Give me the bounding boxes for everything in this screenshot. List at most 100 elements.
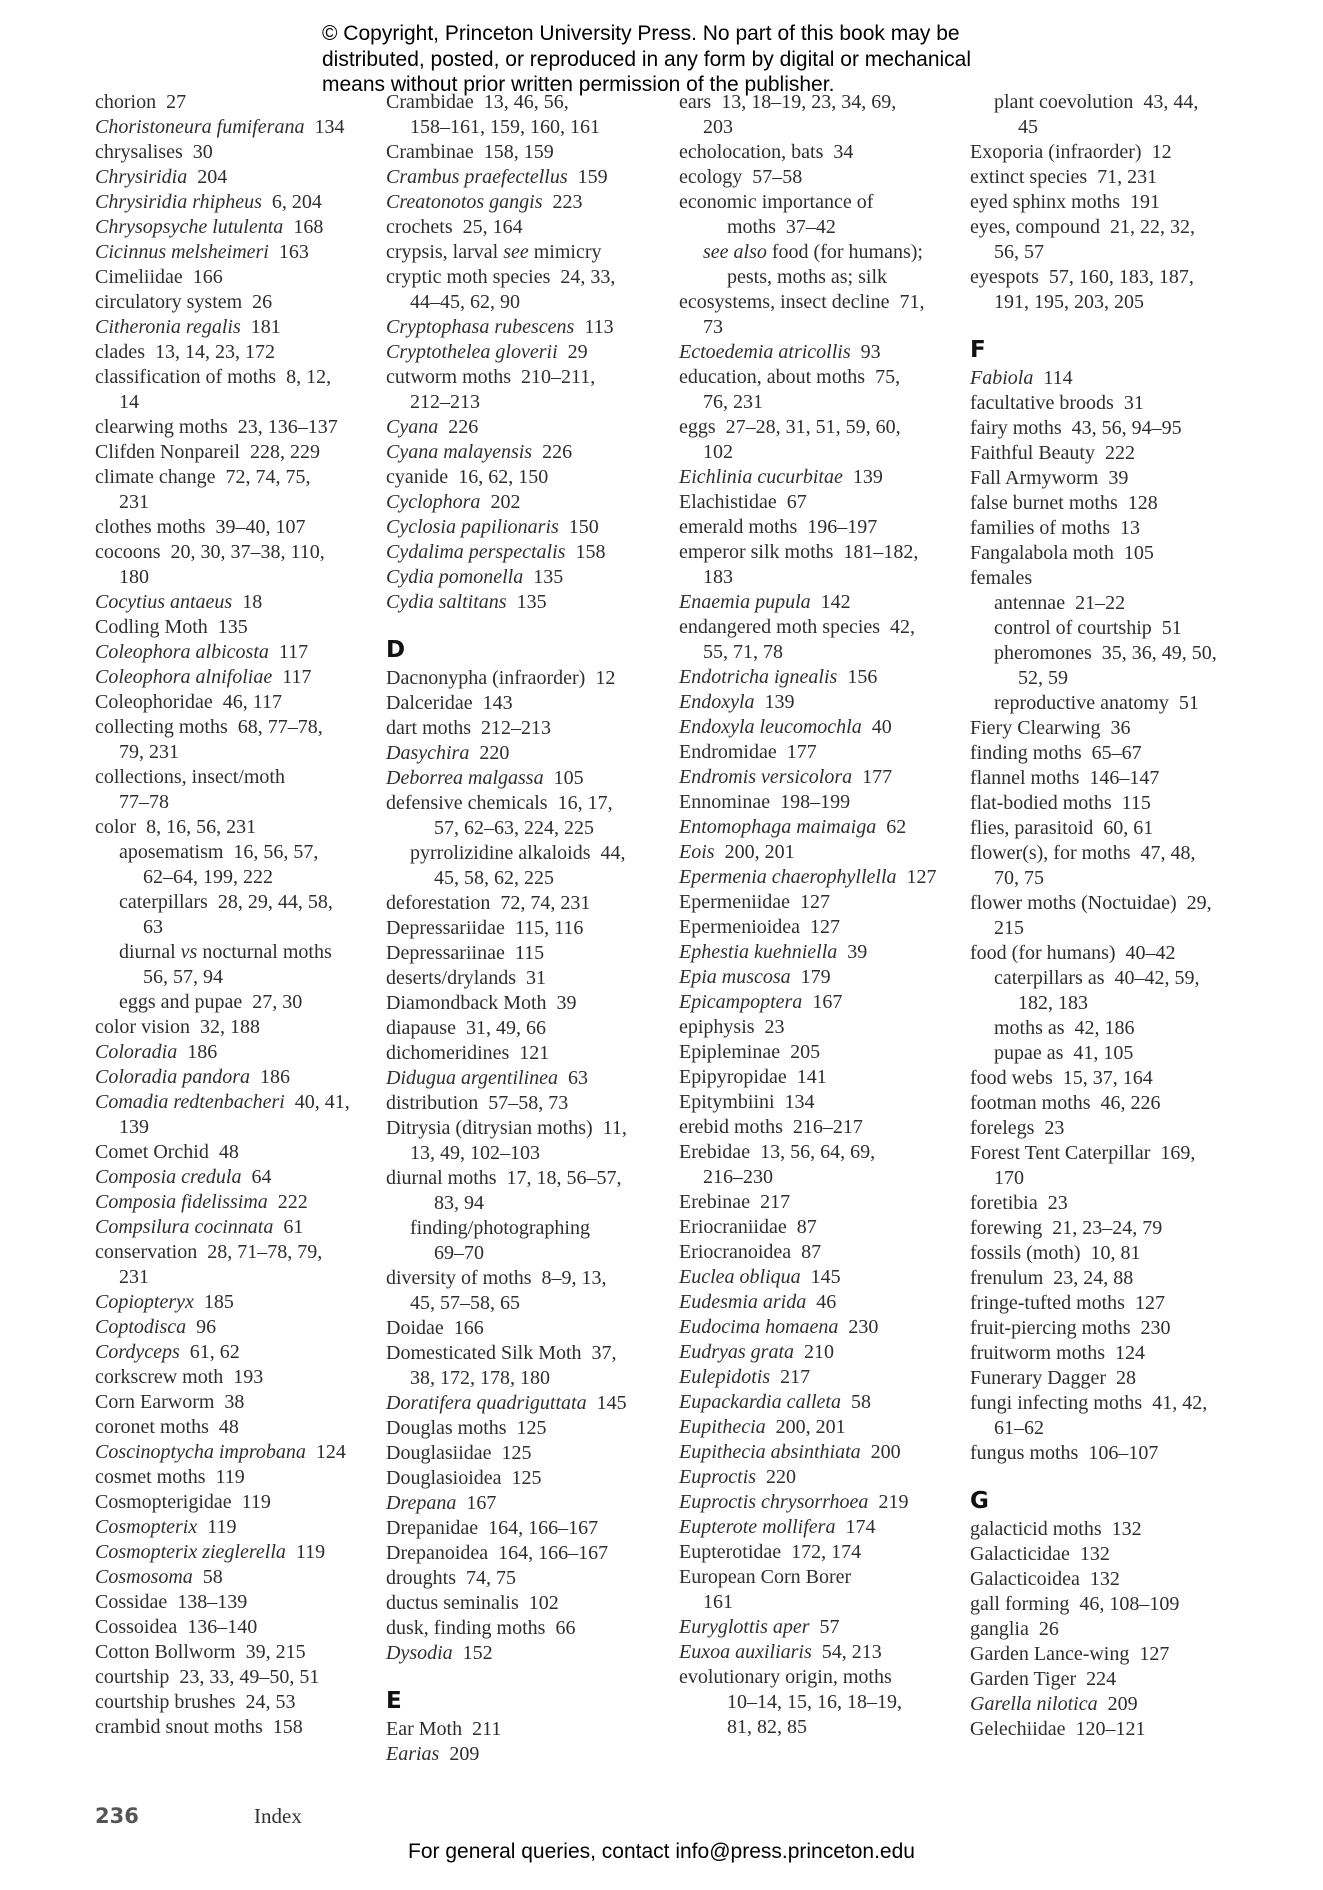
index-entry: eyespots 57, 160, 183, 187, — [970, 266, 1194, 288]
italic-term: Garella nilotica — [970, 1693, 1098, 1715]
index-entry: Garden Tiger 224 — [970, 1668, 1117, 1690]
index-entry: Corn Earworm 38 — [95, 1391, 245, 1413]
italic-term: Crambus praefectellus — [386, 166, 568, 188]
copyright-notice: © Copyright, Princeton University Press.… — [322, 21, 971, 98]
italic-term: Composia credula — [95, 1166, 242, 1188]
index-entry: Faithful Beauty 222 — [970, 442, 1135, 464]
index-entry-continuation: 231 — [119, 491, 149, 513]
index-entry: flies, parasitoid 60, 61 — [970, 817, 1154, 839]
index-entry: Ditrysia (ditrysian moths) 11, — [386, 1117, 627, 1139]
index-entry: Drepana 167 — [386, 1492, 497, 1514]
section-letter-heading: E — [386, 1688, 402, 1714]
index-entry: galacticid moths 132 — [970, 1518, 1142, 1540]
index-entry: Fiery Clearwing 36 — [970, 717, 1131, 739]
italic-term: Chrysiridia — [95, 166, 188, 188]
index-entry: Ectoedemia atricollis 93 — [679, 341, 881, 363]
index-subentry: pyrrolizidine alkaloids 44, — [410, 842, 626, 864]
index-entry: cocoons 20, 30, 37–38, 110, — [95, 541, 325, 563]
index-subentry: aposematism 16, 56, 57, — [119, 841, 319, 863]
index-entry: Composia credula 64 — [95, 1166, 272, 1188]
index-entry: Cryptothelea gloverii 29 — [386, 341, 588, 363]
index-entry: Coleophoridae 46, 117 — [95, 691, 283, 713]
index-entry: ductus seminalis 102 — [386, 1592, 559, 1614]
italic-term: Endotricha ignealis — [679, 666, 838, 688]
index-entry: Compsilura cocinnata 61 — [95, 1216, 304, 1238]
index-entry-continuation: 45 — [1018, 116, 1038, 138]
italic-term: Eupithecia — [679, 1416, 766, 1438]
index-entry: eyed sphinx moths 191 — [970, 191, 1160, 213]
index-entry: Ephestia kuehniella 39 — [679, 941, 868, 963]
italic-term: Coscinoptycha improbana — [95, 1441, 306, 1463]
index-entry: deserts/drylands 31 — [386, 967, 546, 989]
index-entry-continuation: 83, 94 — [434, 1192, 484, 1214]
index-entry: emerald moths 196–197 — [679, 516, 878, 538]
index-entry: epiphysis 23 — [679, 1016, 785, 1038]
index-entry: fossils (moth) 10, 81 — [970, 1242, 1141, 1264]
index-entry: diurnal moths 17, 18, 56–57, — [386, 1167, 622, 1189]
index-entry: Choristoneura fumiferana 134 — [95, 116, 345, 138]
index-entry: cutworm moths 210–211, — [386, 366, 596, 388]
italic-term: Endoxyla leucomochla — [679, 716, 862, 738]
index-entry: Epia muscosa 179 — [679, 966, 831, 988]
index-entry-continuation: 70, 75 — [994, 867, 1044, 889]
index-entry-continuation: 45, 58, 62, 225 — [434, 867, 554, 889]
italic-term: Composia fidelissima — [95, 1191, 268, 1213]
index-subentry: caterpillars as 40–42, 59, — [994, 967, 1200, 989]
index-entry: Gelechiidae 120–121 — [970, 1718, 1146, 1740]
index-subentry: pupae as 41, 105 — [994, 1042, 1134, 1064]
index-entry: Comet Orchid 48 — [95, 1141, 239, 1163]
index-entry-continuation: 77–78 — [119, 791, 169, 813]
index-entry: chorion 27 — [95, 91, 187, 113]
index-entry: color 8, 16, 56, 231 — [95, 816, 257, 838]
page-number: 236 — [95, 1804, 139, 1828]
index-entry: courtship brushes 24, 53 — [95, 1691, 296, 1713]
index-entry-continuation: 56, 57 — [994, 241, 1044, 263]
index-entry: distribution 57–58, 73 — [386, 1092, 569, 1114]
index-entry: Endoxyla leucomochla 40 — [679, 716, 892, 738]
italic-term: Chrysiridia rhipheus — [95, 191, 262, 213]
index-entry: defensive chemicals 16, 17, — [386, 792, 613, 814]
index-entry: Epipleminae 205 — [679, 1041, 821, 1063]
index-entry-continuation: 76, 231 — [703, 391, 763, 413]
italic-term: Cyclosia papilionaris — [386, 516, 559, 538]
index-entry: Depressariidae 115, 116 — [386, 917, 584, 939]
index-entry: corkscrew moth 193 — [95, 1366, 264, 1388]
index-entry: fairy moths 43, 56, 94–95 — [970, 417, 1182, 439]
index-entry: Eudesmia arida 46 — [679, 1291, 837, 1313]
index-entry: Endoxyla 139 — [679, 691, 795, 713]
index-entry-continuation: 180 — [119, 566, 149, 588]
index-entry: ganglia 26 — [970, 1618, 1059, 1640]
italic-term: see also — [703, 241, 767, 263]
index-entry: Euproctis chrysorrhoea 219 — [679, 1491, 909, 1513]
italic-term: Entomophaga maimaiga — [679, 816, 877, 838]
index-entry: Drepanoidea 164, 166–167 — [386, 1542, 609, 1564]
italic-term: Cordyceps — [95, 1341, 180, 1363]
index-entry: fruitworm moths 124 — [970, 1342, 1145, 1364]
italic-term: Eudesmia arida — [679, 1291, 807, 1313]
running-head: Index — [254, 1804, 302, 1828]
index-subentry: control of courtship 51 — [994, 617, 1182, 639]
index-entry: Enaemia pupula 142 — [679, 591, 851, 613]
index-subentry: finding/photographing — [410, 1217, 590, 1239]
index-entry: food webs 15, 37, 164 — [970, 1067, 1153, 1089]
index-entry: clothes moths 39–40, 107 — [95, 516, 306, 538]
index-entry: Galacticoidea 132 — [970, 1568, 1120, 1590]
index-entry: Galacticidae 132 — [970, 1543, 1110, 1565]
index-entry-continuation: 203 — [703, 116, 733, 138]
index-entry-continuation: 102 — [703, 441, 733, 463]
index-entry: Epermeniidae 127 — [679, 891, 831, 913]
copyright-line: means without prior written permission o… — [322, 73, 835, 96]
index-entry: frenulum 23, 24, 88 — [970, 1267, 1134, 1289]
index-entry: forewing 21, 23–24, 79 — [970, 1217, 1163, 1239]
index-entry: crambid snout moths 158 — [95, 1716, 303, 1738]
index-entry-continuation: moths 37–42 — [727, 216, 836, 238]
index-entry-continuation: 73 — [703, 316, 723, 338]
index-entry: Euryglottis aper 57 — [679, 1616, 840, 1638]
italic-term: Enaemia pupula — [679, 591, 811, 613]
index-entry: clades 13, 14, 23, 172 — [95, 341, 275, 363]
index-entry: Elachistidae 67 — [679, 491, 807, 513]
index-entry: Dalceridae 143 — [386, 692, 513, 714]
index-entry: collections, insect/moth — [95, 766, 285, 788]
index-entry: Drepanidae 164, 166–167 — [386, 1517, 599, 1539]
italic-term: Deborrea malgassa — [386, 767, 544, 789]
